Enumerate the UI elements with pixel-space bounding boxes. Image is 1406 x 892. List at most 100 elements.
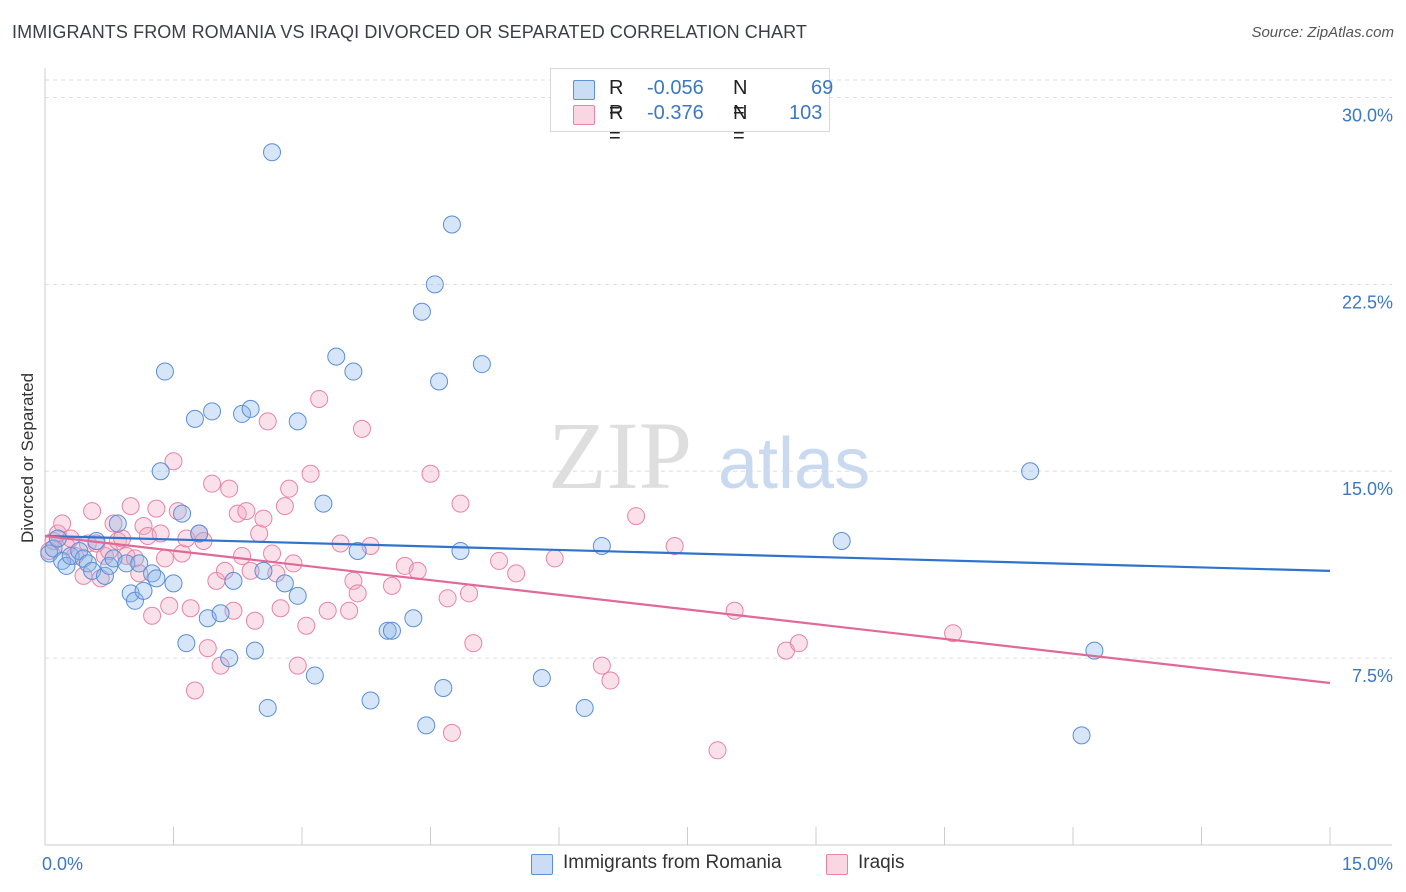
iraqis-point <box>438 589 457 608</box>
legend-n-label: N = <box>733 102 748 147</box>
iraqis-point <box>254 509 273 528</box>
iraqis-point <box>627 507 646 526</box>
romania-point <box>134 581 153 600</box>
legend-r-label: R = <box>609 102 624 147</box>
romania-point <box>361 691 380 710</box>
iraqis-point <box>160 596 179 615</box>
legend-swatch-iraqis <box>826 854 848 875</box>
legend-label-iraqis: Iraqis <box>858 852 905 873</box>
iraqis-point <box>944 624 963 643</box>
iraqis-point <box>310 389 329 408</box>
iraqis-point <box>83 502 102 521</box>
romania-point <box>44 539 63 558</box>
romania-point <box>832 531 851 550</box>
romania-point <box>203 402 222 421</box>
romania-point <box>532 669 551 688</box>
y-tick-label: 7.5% <box>1352 666 1393 686</box>
legend-label-romania: Immigrants from Romania <box>563 852 782 873</box>
romania-trend-line <box>44 534 1331 572</box>
iraqis-point <box>185 681 204 700</box>
iraqis-point <box>789 634 808 653</box>
iraqis-point <box>382 576 401 595</box>
iraqis-point <box>241 561 260 580</box>
romania-point <box>245 641 264 660</box>
iraqis-point <box>275 497 294 516</box>
iraqis-point <box>340 601 359 620</box>
iraqis-point <box>53 514 72 533</box>
romania-point <box>117 554 136 573</box>
iraqis-point <box>155 549 174 568</box>
source-label: Source: ZipAtlas.com <box>1251 24 1394 41</box>
watermark: ZIP atlas <box>548 402 870 509</box>
romania-point <box>382 621 401 640</box>
y-axis-label: Divorced or Separated <box>18 372 37 544</box>
iraqis-point <box>451 494 470 513</box>
iraqis-point <box>203 474 222 493</box>
romania-point <box>233 404 252 423</box>
romania-point <box>164 574 183 593</box>
iraqis-point <box>220 479 239 498</box>
iraqis-point <box>271 599 290 618</box>
iraqis-point <box>147 499 166 518</box>
iraqis-point <box>665 536 684 555</box>
iraqis-point <box>464 634 483 653</box>
romania-point <box>108 514 127 533</box>
romania-point <box>241 399 260 418</box>
romania-point <box>130 554 149 573</box>
chart-title: IMMIGRANTS FROM ROMANIA VS IRAQI DIVORCE… <box>12 22 807 42</box>
romania-point <box>177 634 196 653</box>
romania-point <box>258 698 277 717</box>
romania-point <box>211 604 230 623</box>
romania-point <box>185 409 204 428</box>
romania-point <box>417 716 436 735</box>
iraqis-point <box>352 419 371 438</box>
y-tick-label: 30.0% <box>1342 105 1393 125</box>
romania-point <box>348 541 367 560</box>
legend-swatch-iraqis <box>573 105 595 125</box>
iraqis-point <box>263 544 282 563</box>
romania-point <box>425 275 444 294</box>
romania-point <box>412 302 431 321</box>
romania-point <box>220 649 239 668</box>
romania-point <box>275 574 294 593</box>
axes <box>44 68 1392 846</box>
iraqis-point <box>151 524 170 543</box>
iraqis-point <box>421 464 440 483</box>
watermark-zip: ZIP <box>548 402 692 509</box>
iraqis-point <box>408 561 427 580</box>
romania-point <box>344 362 363 381</box>
iraqis-point <box>318 601 337 620</box>
watermark-atlas: atlas <box>718 424 870 504</box>
iraqis-point <box>442 723 461 742</box>
y-tick-label: 15.0% <box>1342 479 1393 499</box>
iraqis-point <box>545 549 564 568</box>
romania-point <box>472 355 491 374</box>
iraqis-point <box>245 611 264 630</box>
iraqis-point <box>507 564 526 583</box>
legend-n-value: 103 <box>789 102 823 124</box>
legend-swatch-romania <box>531 854 553 875</box>
iraqis-point <box>460 584 479 603</box>
romania-point <box>288 412 307 431</box>
legend-r-value: -0.056 <box>647 77 704 99</box>
trend-lines <box>44 534 1331 685</box>
romania-point <box>173 504 192 523</box>
romania-point <box>442 215 461 234</box>
romania-point <box>190 524 209 543</box>
iraqis-point <box>490 551 509 570</box>
iraqis-point <box>708 741 727 760</box>
iraqis-point <box>164 452 183 471</box>
romania-point <box>404 609 423 628</box>
iraqis-point <box>104 514 123 533</box>
legend-n-label: N = <box>733 77 748 122</box>
iraqis-point <box>250 524 269 543</box>
romania-point <box>378 621 397 640</box>
romania-point <box>155 362 174 381</box>
romania-point <box>147 569 166 588</box>
romania-point <box>1021 462 1040 481</box>
iraqis-point <box>143 606 162 625</box>
correlation-legend: R = -0.056 N = 69 R = -0.376 N = 103 <box>550 68 833 147</box>
romania-point <box>430 372 449 391</box>
iraqis-trend-line <box>44 534 1331 685</box>
